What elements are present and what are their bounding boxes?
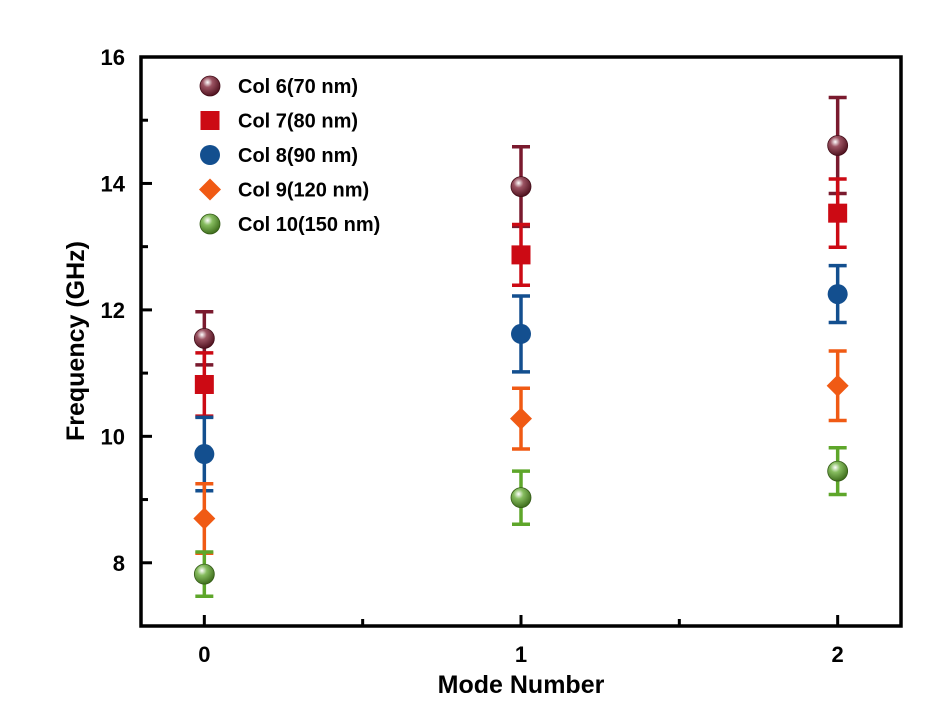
data-point [827, 460, 849, 482]
y-tick-label: 14 [101, 171, 126, 196]
data-point [193, 507, 216, 530]
data-point [193, 563, 215, 585]
y-tick-label: 16 [101, 45, 125, 70]
legend-marker [199, 75, 221, 97]
y-tick-label: 12 [101, 298, 125, 323]
data-point [827, 135, 849, 156]
legend-marker [199, 178, 221, 201]
data-point [511, 323, 531, 344]
x-tick-label: 0 [198, 642, 210, 667]
legend-label: Col 6(70 nm) [238, 76, 358, 98]
data-point [510, 407, 532, 430]
data-point [827, 284, 848, 305]
legend-label: Col 10(150 nm) [238, 214, 380, 236]
legend-marker [200, 111, 220, 130]
data-point [510, 487, 532, 509]
data-point [828, 203, 848, 223]
data-point [193, 327, 215, 349]
legend-marker [200, 145, 220, 165]
data-point [826, 374, 849, 397]
data-point [511, 245, 531, 265]
x-tick-label: 2 [832, 642, 844, 667]
legend-label: Col 8(90 nm) [238, 145, 358, 167]
legend-label: Col 7(80 nm) [238, 111, 358, 133]
data-point [510, 176, 532, 198]
x-tick-label: 1 [515, 642, 527, 667]
legend-label: Col 9(120 nm) [238, 180, 369, 202]
data-point [194, 374, 214, 394]
data-point [194, 444, 215, 465]
y-axis-title: Frequency (GHz) [62, 241, 90, 441]
y-tick-label: 8 [113, 551, 125, 576]
legend: Col 6(70 nm) Col 7(80 nm) Col 8(90 nm) Col … [199, 75, 380, 236]
legend-marker [199, 213, 221, 235]
x-axis-title: Mode Number [438, 671, 605, 699]
y-tick-label: 10 [101, 424, 125, 449]
